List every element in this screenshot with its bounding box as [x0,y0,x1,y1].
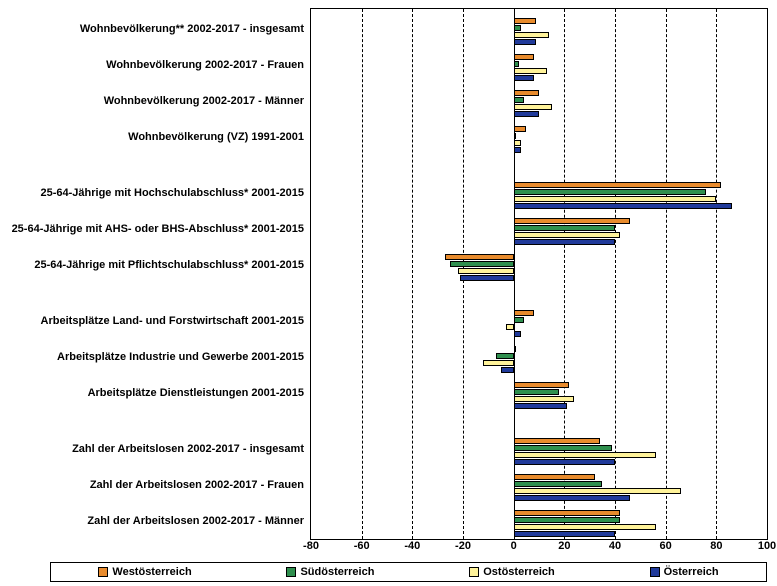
legend-item-at: Österreich [650,566,719,578]
category-label: 25-64-Jährige mit Hochschulabschluss* 20… [4,187,304,199]
legend-swatch [650,567,660,577]
x-tick-label: 40 [609,540,621,552]
gridline [666,9,667,539]
bar-at [514,495,631,501]
bar-west [514,18,537,24]
legend: Westösterreich Südösterreich Ostösterreich… [50,562,767,582]
bar-sued [514,133,517,139]
bar-at [514,459,615,465]
bar-west [514,438,600,444]
bar-ost [506,324,514,330]
bar-west [514,382,570,388]
x-tick-label: 80 [710,540,722,552]
x-tick-label: 60 [660,540,672,552]
bar-at [501,367,514,373]
bar-at [514,531,615,537]
bar-west [514,346,517,352]
x-tick-label: -40 [404,540,420,552]
gridline [412,9,413,539]
chart-container: Westösterreich Südösterreich Ostösterreich… [0,0,777,586]
legend-swatch [98,567,108,577]
bar-at [514,75,534,81]
bar-west [445,254,513,260]
bar-west [514,126,527,132]
bar-sued [514,225,615,231]
bar-at [460,275,513,281]
category-label: Zahl der Arbeitslosen 2002-2017 - Frauen [4,479,304,491]
bar-west [514,310,534,316]
x-tick-label: -60 [354,540,370,552]
gridline [362,9,363,539]
plot-area [310,8,768,540]
x-tick-label: 20 [558,540,570,552]
gridline [716,9,717,539]
bar-at [514,331,522,337]
bar-at [514,403,567,409]
bar-ost [514,232,620,238]
category-label: Wohnbevölkerung (VZ) 1991-2001 [4,131,304,143]
category-label: Wohnbevölkerung 2002-2017 - Frauen [4,59,304,71]
bar-ost [514,452,656,458]
legend-item-ost: Ostösterreich [469,566,555,578]
bar-ost [514,524,656,530]
legend-label: Ostösterreich [483,566,555,578]
bar-ost [514,104,552,110]
bar-ost [514,32,549,38]
bar-sued [496,353,514,359]
bar-sued [450,261,513,267]
category-label: Wohnbevölkerung 2002-2017 - Männer [4,95,304,107]
legend-label: Westösterreich [112,566,191,578]
bar-ost [514,396,575,402]
bar-ost [514,140,522,146]
bar-at [514,203,732,209]
bar-sued [514,517,620,523]
category-label: Arbeitsplätze Land- und Forstwirtschaft … [4,315,304,327]
x-tick-label: -20 [455,540,471,552]
legend-item-west: Westösterreich [98,566,191,578]
bar-sued [514,25,522,31]
x-tick-label: 100 [758,540,776,552]
bar-west [514,510,620,516]
bar-west [514,474,595,480]
bar-ost [514,68,547,74]
legend-label: Österreich [664,566,719,578]
legend-swatch [469,567,479,577]
gridline [615,9,616,539]
legend-swatch [286,567,296,577]
bar-west [514,182,722,188]
bar-at [514,239,615,245]
bar-sued [514,481,603,487]
legend-label: Südösterreich [300,566,374,578]
bar-at [514,111,539,117]
category-label: Wohnbevölkerung** 2002-2017 - insgesamt [4,23,304,35]
bar-sued [514,389,560,395]
category-label: Arbeitsplätze Industrie und Gewerbe 2001… [4,351,304,363]
category-label: 25-64-Jährige mit AHS- oder BHS-Abschlus… [4,223,304,235]
bar-west [514,218,631,224]
x-tick-label: -80 [303,540,319,552]
legend-item-sued: Südösterreich [286,566,374,578]
bar-ost [458,268,514,274]
category-label: Zahl der Arbeitslosen 2002-2017 - insges… [4,443,304,455]
bar-at [514,39,537,45]
bar-ost [483,360,513,366]
bar-sued [514,317,524,323]
bar-ost [514,196,717,202]
bar-sued [514,61,519,67]
bar-sued [514,445,613,451]
bar-sued [514,97,524,103]
bar-west [514,90,539,96]
bar-ost [514,488,681,494]
category-label: Arbeitsplätze Dienstleistungen 2001-2015 [4,387,304,399]
bar-west [514,54,534,60]
bar-at [514,147,522,153]
x-tick-label: 0 [511,540,517,552]
category-label: Zahl der Arbeitslosen 2002-2017 - Männer [4,515,304,527]
category-label: 25-64-Jährige mit Pflichtschulabschluss*… [4,259,304,271]
bar-sued [514,189,707,195]
